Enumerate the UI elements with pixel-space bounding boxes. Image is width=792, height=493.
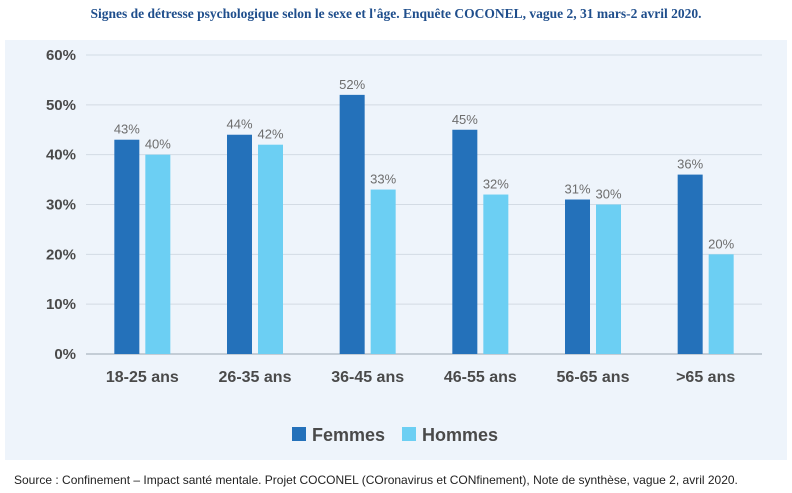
bar-femmes — [565, 199, 590, 354]
x-tick-label: >65 ans — [676, 369, 735, 386]
bar-hommes — [708, 254, 734, 354]
source-note: Source : Confinement – Impact santé ment… — [14, 473, 738, 487]
y-tick-label: 30% — [46, 197, 76, 214]
bar-hommes — [596, 204, 621, 354]
data-label: 30% — [595, 187, 621, 202]
legend-swatch-femmes — [292, 427, 306, 441]
x-tick-label: 56-65 ans — [557, 369, 630, 386]
legend-label: Femmes — [312, 425, 385, 445]
y-tick-label: 60% — [46, 47, 76, 64]
data-label: 40% — [145, 137, 171, 152]
legend-swatch-hommes — [402, 427, 416, 441]
data-label: 32% — [483, 177, 509, 192]
data-label: 36% — [677, 157, 703, 172]
data-label: 52% — [339, 77, 365, 92]
x-tick-label: 18-25 ans — [106, 369, 179, 386]
data-label: 20% — [708, 236, 734, 251]
y-tick-label: 40% — [46, 147, 76, 164]
bar-femmes — [452, 129, 478, 354]
data-label: 45% — [452, 112, 478, 127]
bar-hommes — [258, 144, 283, 354]
y-tick-label: 0% — [54, 346, 76, 363]
bar-femmes — [339, 94, 365, 354]
data-label: 43% — [114, 122, 140, 137]
data-label: 42% — [257, 127, 283, 142]
bar-femmes — [677, 174, 703, 354]
bar-hommes — [370, 189, 396, 354]
data-label: 44% — [226, 117, 252, 132]
x-tick-label: 46-55 ans — [444, 369, 517, 386]
y-tick-label: 20% — [46, 246, 76, 263]
data-label: 33% — [370, 172, 396, 187]
legend-label: Hommes — [422, 425, 498, 445]
x-tick-label: 36-45 ans — [331, 369, 404, 386]
y-tick-label: 50% — [46, 97, 76, 114]
bar-hommes — [483, 194, 509, 354]
bar-femmes — [114, 139, 140, 354]
x-tick-label: 26-35 ans — [219, 369, 292, 386]
bar-hommes — [145, 154, 171, 354]
data-label: 31% — [564, 182, 590, 197]
y-tick-label: 10% — [46, 296, 76, 313]
bar-femmes — [227, 134, 252, 354]
chart-title: Signes de détresse psychologique selon l… — [90, 6, 702, 21]
